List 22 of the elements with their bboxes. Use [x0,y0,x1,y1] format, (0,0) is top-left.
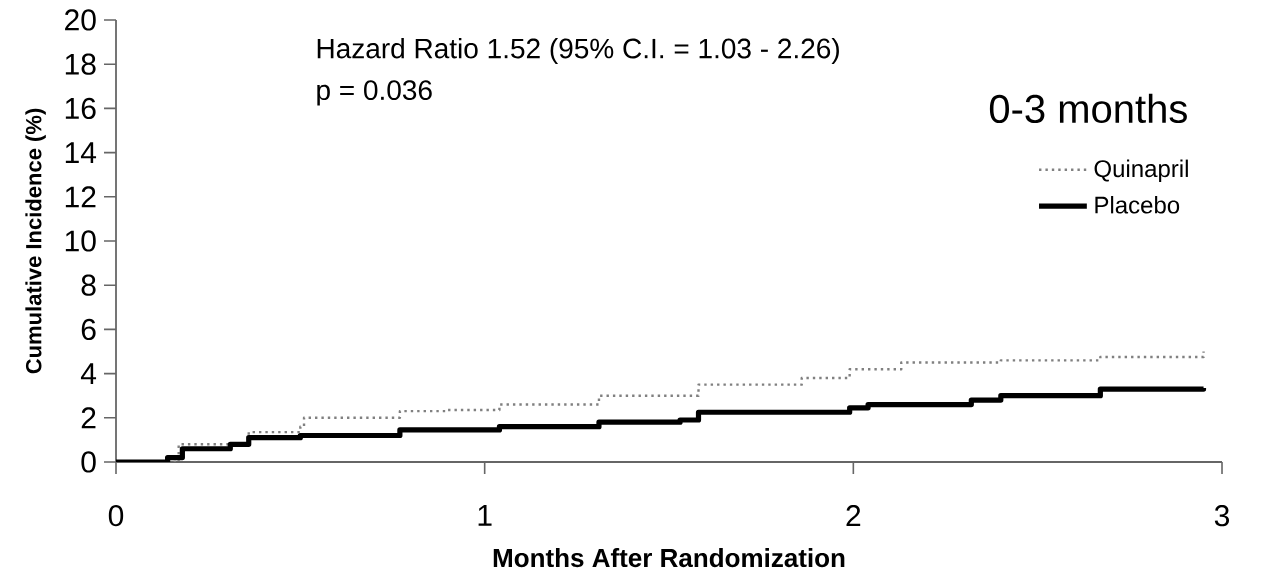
x-tick-label: 3 [1214,505,1230,527]
annotation: Hazard Ratio 1.52 (95% C.I. = 1.03 - 2.26) [317,37,839,64]
y-tick-label: 10 [65,230,96,252]
y-tick-label: 6 [81,318,96,341]
y-tick-label: 18 [65,53,96,75]
y-tick-label: 2 [81,407,96,429]
x-tick-label: 1 [478,505,492,526]
x-tick-label: 0 [108,505,124,527]
y-tick-label: 14 [65,142,97,163]
y-tick-label: 12 [65,186,96,208]
y-axis-title: Cumulative Incidence (%) [25,108,46,374]
annotation: p = 0.036 [317,80,432,106]
y-tick-label: 8 [81,274,96,296]
y-tick-label: 0 [81,451,96,473]
y-tick-label: 20 [65,9,96,31]
y-tick-label: 16 [65,97,96,120]
y-tick-label: 4 [80,363,97,384]
x-axis-title: Months After Randomization [493,548,845,568]
legend-label: Quinapril [1094,159,1188,182]
text: 0-3 months [989,93,1187,124]
legend-label: Placebo [1095,195,1180,214]
x-tick-label: 2 [846,505,861,527]
